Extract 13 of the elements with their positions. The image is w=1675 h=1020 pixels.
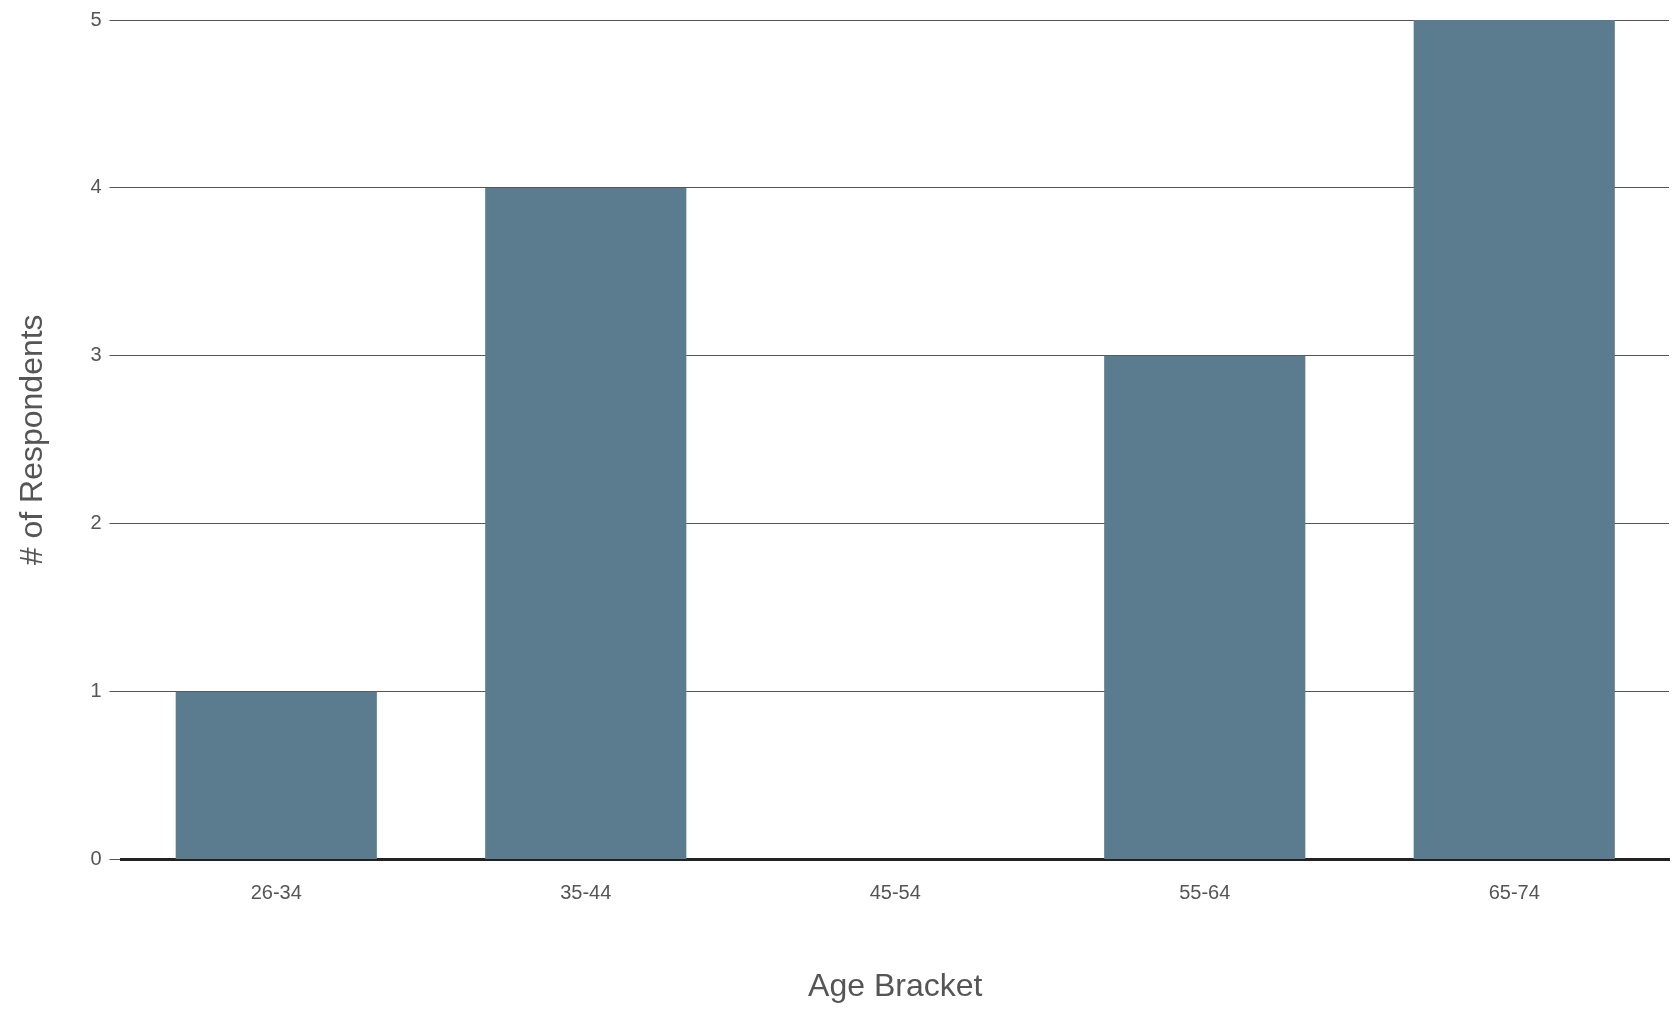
y-tick-label: 5 [90, 7, 102, 30]
x-axis-title: Age Bracket [808, 966, 983, 1003]
y-tick-label: 1 [90, 679, 102, 702]
x-tick-label: 45-54 [869, 881, 921, 904]
x-tick-label: 55-64 [1179, 881, 1231, 904]
y-tick-label: 3 [90, 343, 102, 366]
y-tick-label: 4 [90, 175, 102, 198]
x-tick-label: 65-74 [1488, 881, 1540, 904]
y-axis-title: # of Respondents [13, 314, 50, 566]
x-tick-label: 26-34 [250, 881, 302, 904]
y-tick-label: 0 [90, 847, 102, 870]
x-tick-label: 35-44 [560, 881, 612, 904]
y-tick-label: 2 [90, 511, 102, 534]
